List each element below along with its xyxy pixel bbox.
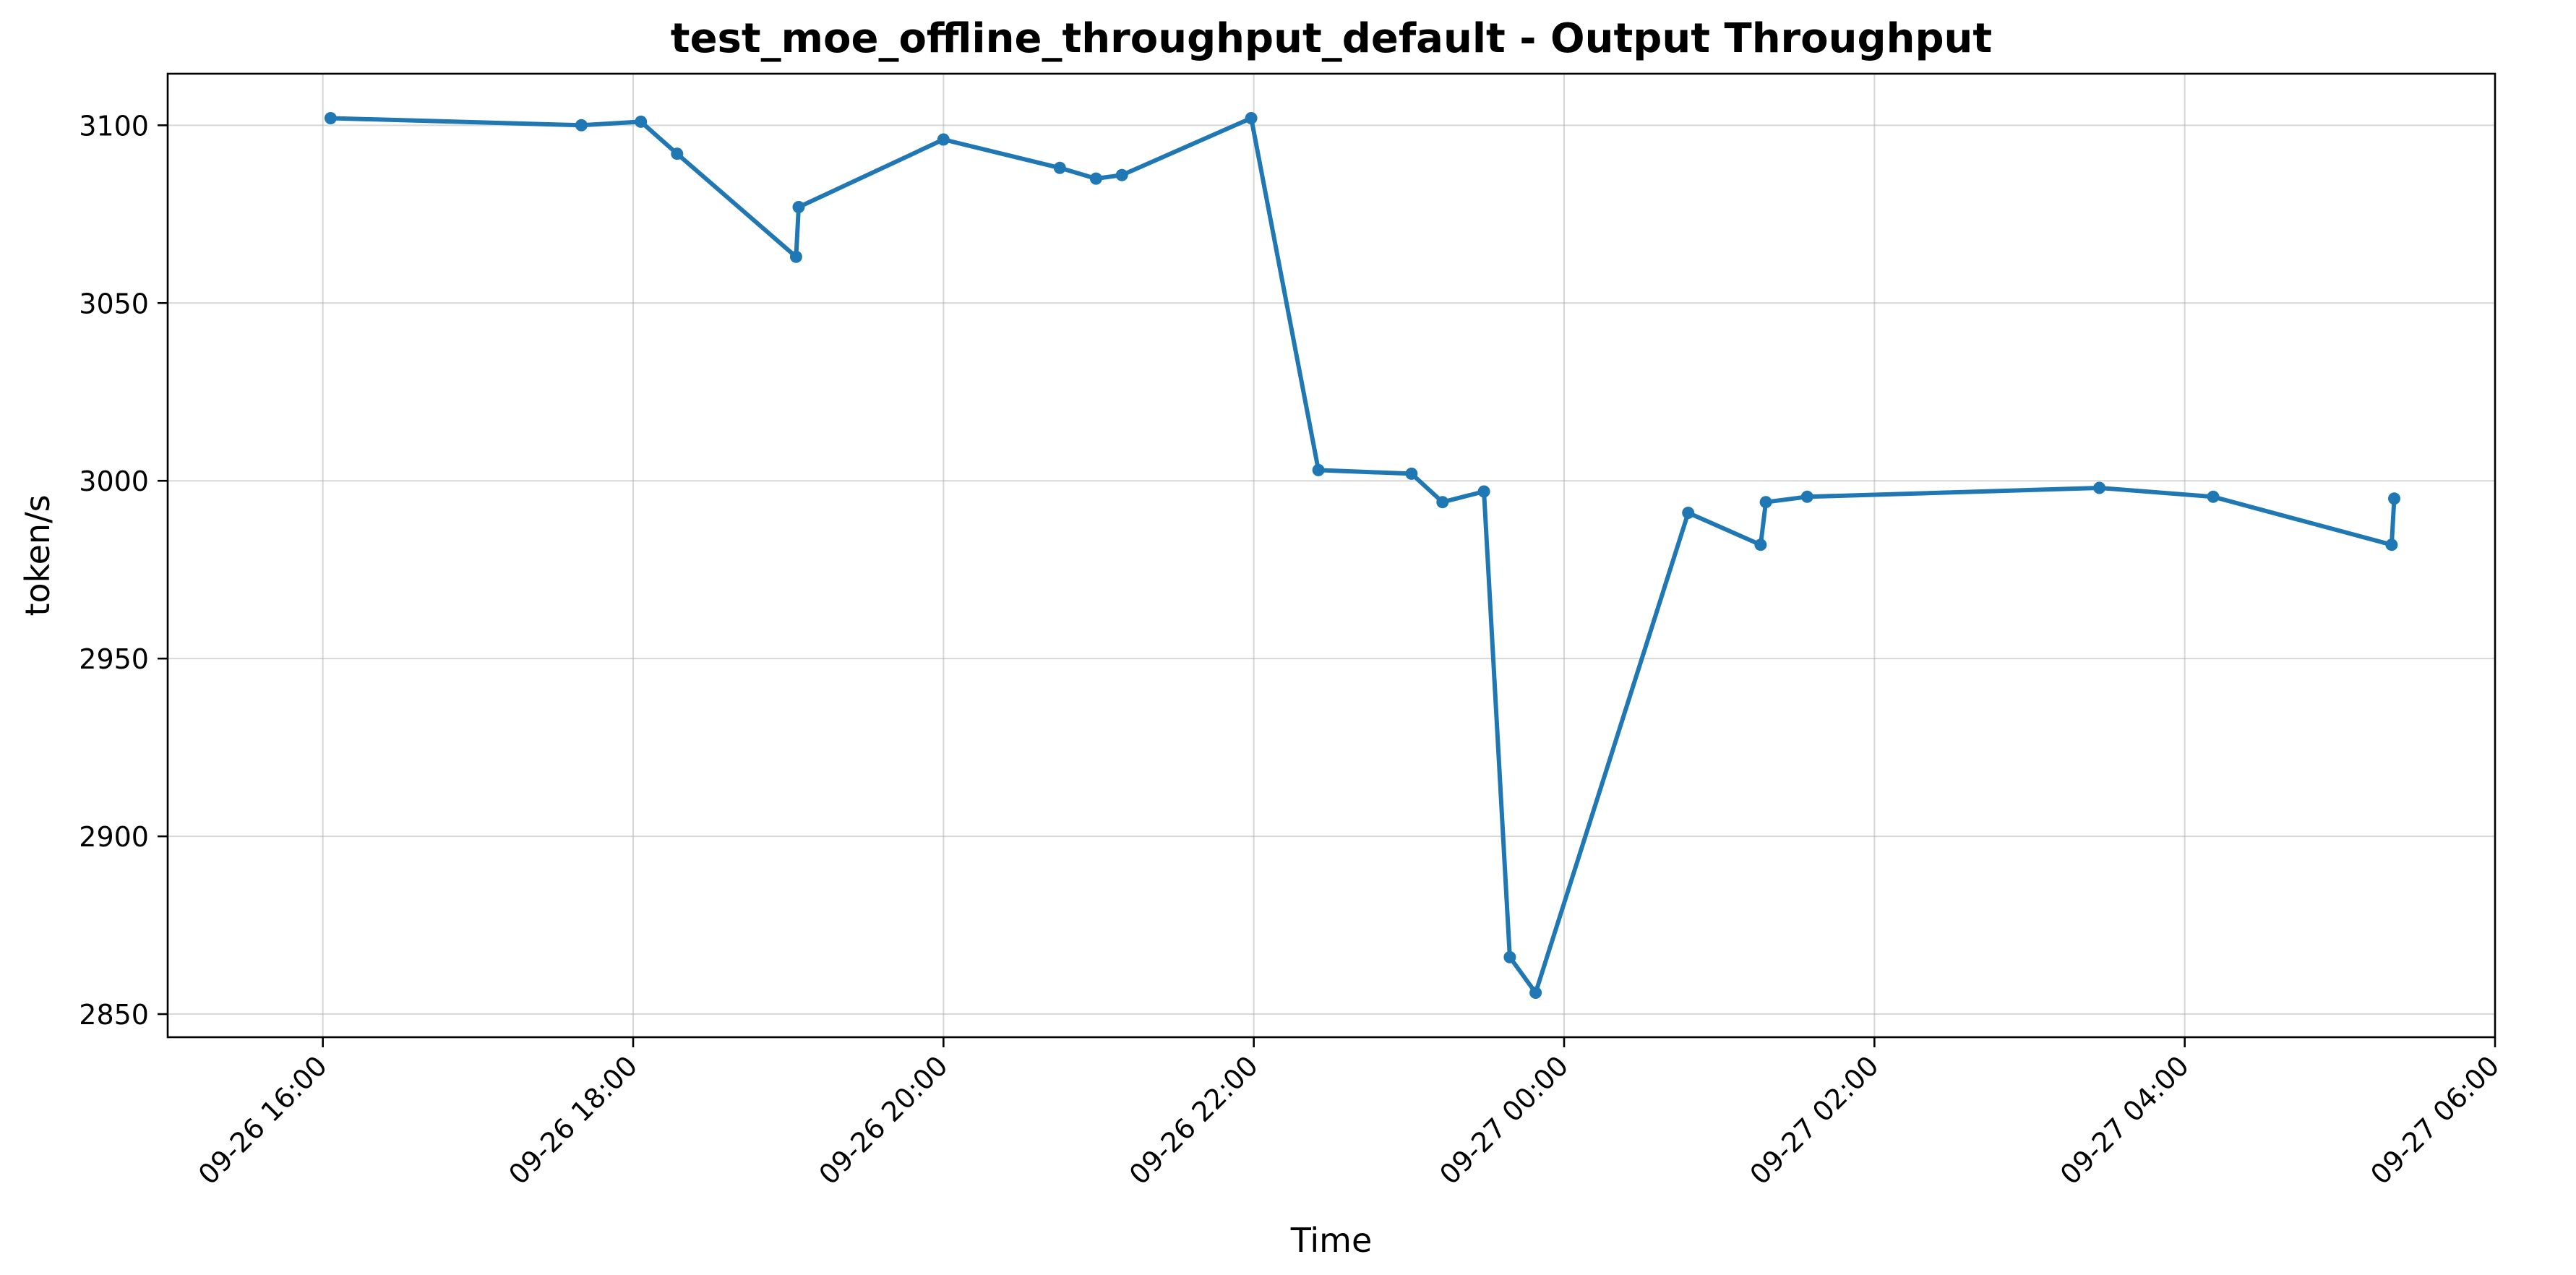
y-tick-label: 2950 [79, 643, 149, 675]
data-point [1682, 507, 1695, 519]
data-point [789, 250, 802, 263]
data-point [1529, 987, 1542, 999]
data-point [1089, 172, 1102, 185]
data-point [1436, 496, 1449, 509]
y-tick-label: 3050 [79, 288, 149, 319]
data-point [1754, 538, 1767, 551]
x-axis-label: Time [1290, 1221, 1373, 1260]
data-point [937, 133, 950, 146]
y-tick-label: 3000 [79, 465, 149, 497]
data-point [1759, 496, 1772, 509]
data-point [324, 112, 337, 124]
y-axis: 2850 2900 2950 3000 3050 3100 [79, 110, 168, 1031]
chart-title: test_moe_offline_throughput_default - Ou… [671, 15, 1992, 62]
series-layer [324, 112, 2400, 999]
data-point [635, 115, 648, 128]
data-point [1503, 950, 1516, 963]
data-point [792, 201, 805, 213]
data-point [2207, 490, 2220, 503]
data-point [2388, 492, 2400, 505]
plot-frame [166, 72, 2496, 1039]
data-point [1053, 161, 1066, 174]
y-tick-label: 2900 [79, 821, 149, 853]
data-point [2385, 538, 2398, 551]
data-point [1312, 463, 1325, 476]
data-point [671, 147, 684, 160]
data-point [1477, 485, 1490, 498]
y-tick-label: 2850 [79, 999, 149, 1031]
y-tick-label: 3100 [79, 110, 149, 142]
data-point [1405, 467, 1418, 480]
y-axis-label: token/s [18, 494, 57, 616]
data-point [1245, 112, 1258, 124]
data-point [1115, 168, 1128, 181]
data-point [2093, 481, 2106, 494]
data-point [1800, 490, 1813, 503]
data-point [575, 119, 588, 132]
